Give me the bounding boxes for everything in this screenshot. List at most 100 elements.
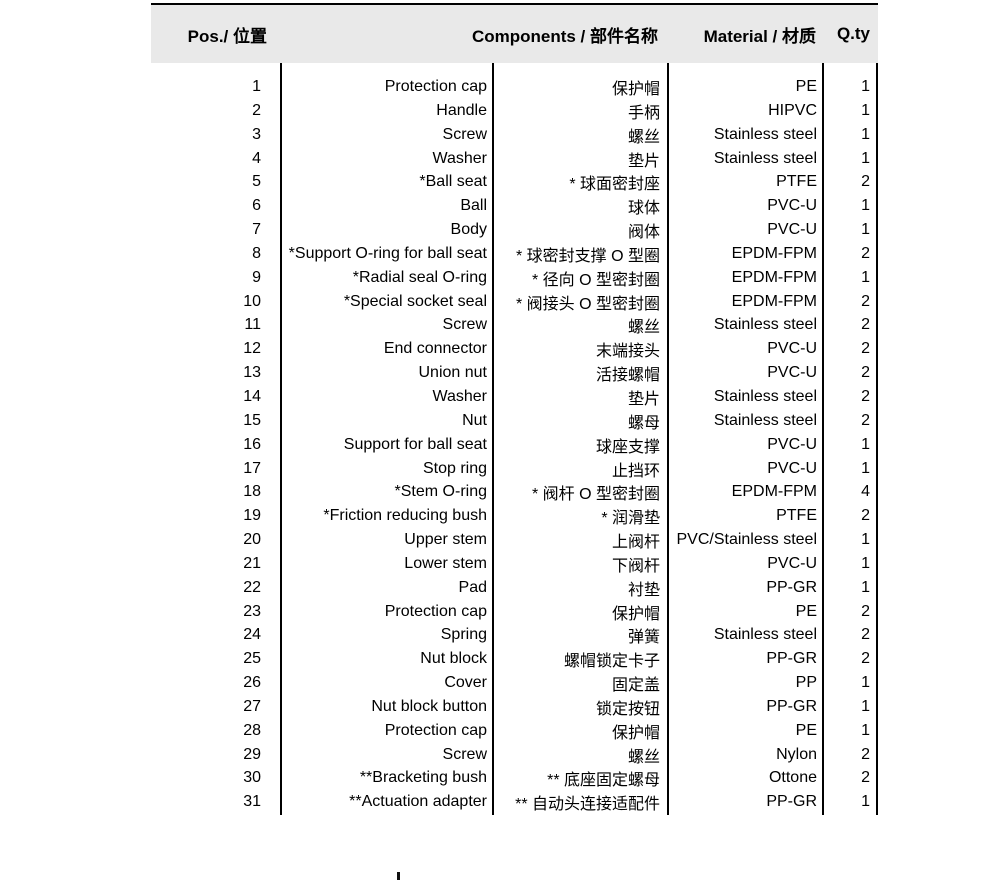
cell-material: Nylon	[776, 745, 817, 763]
cell-component-cn: * 球密封支撑 O 型圈	[515, 247, 660, 265]
cell-pos: 24	[243, 626, 261, 644]
cell-qty: 1	[861, 793, 870, 811]
cell-qty: 2	[861, 387, 870, 405]
cell-component-en: Washer	[432, 149, 487, 167]
table-row: 28 Protection cap 保护帽 PE 1	[151, 719, 878, 743]
cell-component-cn: 保护帽	[611, 724, 660, 742]
cell-material: PE	[795, 721, 817, 739]
cell-material: HIPVC	[768, 101, 817, 119]
cell-pos: 17	[243, 459, 261, 477]
cell-material: PVC-U	[767, 459, 817, 477]
header-material: Material / 材质	[703, 26, 816, 46]
table-row: 2 Handle 手柄 HIPVC 1	[151, 99, 878, 123]
cell-qty: 1	[861, 697, 870, 715]
cell-component-en: Ball	[460, 197, 487, 215]
cell-pos: 2	[252, 101, 261, 119]
cell-component-en: Nut block button	[371, 697, 487, 715]
cell-qty: 1	[861, 721, 870, 739]
cell-component-en: Nut	[462, 411, 487, 429]
cell-material: EPDM-FPM	[731, 292, 817, 310]
cell-component-cn: * 阀杆 O 型密封圈	[531, 486, 660, 504]
table-row: 15 Nut 螺母 Stainless steel 2	[151, 409, 878, 433]
cell-qty: 4	[861, 483, 870, 501]
cell-component-cn: 锁定按钮	[595, 700, 660, 718]
cell-material: Stainless steel	[713, 626, 817, 644]
cell-component-cn: 止挡环	[611, 462, 660, 480]
cell-qty: 2	[861, 411, 870, 429]
cell-qty: 1	[861, 578, 870, 596]
cell-material: Stainless steel	[713, 316, 817, 334]
cell-component-en: Screw	[442, 745, 487, 763]
cell-component-en: *Special socket seal	[343, 292, 487, 310]
cell-material: PP-GR	[766, 793, 817, 811]
cell-pos: 22	[243, 578, 261, 596]
table-row: 8 *Support O-ring for ball seat * 球密封支撑 …	[151, 242, 878, 266]
cell-qty: 1	[861, 221, 870, 239]
cut-off-mark	[397, 872, 400, 880]
cell-component-en: Body	[450, 221, 487, 239]
table-row: 25 Nut block 螺帽锁定卡子 PP-GR 2	[151, 647, 878, 671]
cell-component-cn: 螺丝	[627, 319, 660, 337]
cell-material: PVC-U	[767, 197, 817, 215]
table-row: 11 Screw 螺丝 Stainless steel 2	[151, 313, 878, 337]
cell-material: PP-GR	[766, 697, 817, 715]
divider-material-qty	[822, 3, 824, 815]
divider-component-en-cn	[492, 63, 494, 815]
cell-material: PVC-U	[767, 221, 817, 239]
cell-component-en: **Bracketing bush	[359, 769, 487, 787]
cell-pos: 25	[243, 650, 261, 668]
cell-qty: 1	[861, 435, 870, 453]
table-row: 3 Screw 螺丝 Stainless steel 1	[151, 123, 878, 147]
table-row: 6 Ball 球体 PVC-U 1	[151, 194, 878, 218]
cell-material: Stainless steel	[713, 411, 817, 429]
cell-pos: 5	[252, 173, 261, 191]
cell-pos: 14	[243, 387, 261, 405]
cell-qty: 1	[861, 268, 870, 286]
header-qty: Q.ty	[836, 24, 870, 43]
cell-material: PVC/Stainless steel	[676, 531, 817, 549]
cell-qty: 2	[861, 292, 870, 310]
cell-pos: 30	[243, 769, 261, 787]
cell-component-cn: 弹簧	[627, 629, 660, 647]
cell-material: Ottone	[768, 769, 817, 787]
cell-qty: 2	[861, 244, 870, 262]
cell-pos: 16	[243, 435, 261, 453]
cell-component-en: Washer	[432, 387, 487, 405]
cell-component-cn: * 径向 O 型密封圈	[531, 271, 660, 289]
cell-component-cn: ** 自动头连接适配件	[515, 796, 660, 814]
cell-pos: 18	[243, 483, 261, 501]
cell-component-en: Handle	[436, 101, 487, 119]
cell-pos: 21	[243, 554, 261, 572]
cell-component-cn: 阀体	[627, 224, 660, 242]
cell-pos: 15	[243, 411, 261, 429]
cell-qty: 1	[861, 674, 870, 692]
cell-material: PTFE	[776, 173, 817, 191]
table-row: 1 Protection cap 保护帽 PE 1	[151, 75, 878, 99]
cell-pos: 31	[243, 793, 261, 811]
cell-pos: 6	[252, 197, 261, 215]
divider-pos-components	[280, 3, 282, 815]
table-row: 4 Washer 垫片 Stainless steel 1	[151, 147, 878, 171]
cell-component-cn: 活接螺帽	[595, 367, 660, 385]
cell-component-cn: 手柄	[627, 104, 660, 122]
cell-pos: 7	[252, 221, 261, 239]
cell-pos: 20	[243, 531, 261, 549]
table-row: 19 *Friction reducing bush * 润滑垫 PTFE 2	[151, 504, 878, 528]
cell-material: PVC-U	[767, 364, 817, 382]
table-row: 22 Pad 衬垫 PP-GR 1	[151, 576, 878, 600]
divider-components-material	[667, 3, 669, 815]
table-row: 17 Stop ring 止挡环 PVC-U 1	[151, 457, 878, 481]
cell-component-en: Protection cap	[384, 78, 487, 95]
cell-component-cn: 固定盖	[611, 677, 660, 695]
table-row: 26 Cover 固定盖 PP 1	[151, 671, 878, 695]
cell-material: Stainless steel	[713, 125, 817, 143]
cell-component-en: *Ball seat	[419, 173, 487, 191]
cell-component-cn: * 润滑垫	[601, 510, 660, 528]
cell-component-en: Pad	[458, 578, 487, 596]
legend: * spare parts * 备件 ** accessories ** 配件	[721, 832, 876, 880]
cell-component-en: Stop ring	[422, 459, 487, 477]
cell-qty: 2	[861, 364, 870, 382]
table-row: 7 Body 阀体 PVC-U 1	[151, 218, 878, 242]
header-components: Components / 部件名称	[471, 26, 658, 46]
